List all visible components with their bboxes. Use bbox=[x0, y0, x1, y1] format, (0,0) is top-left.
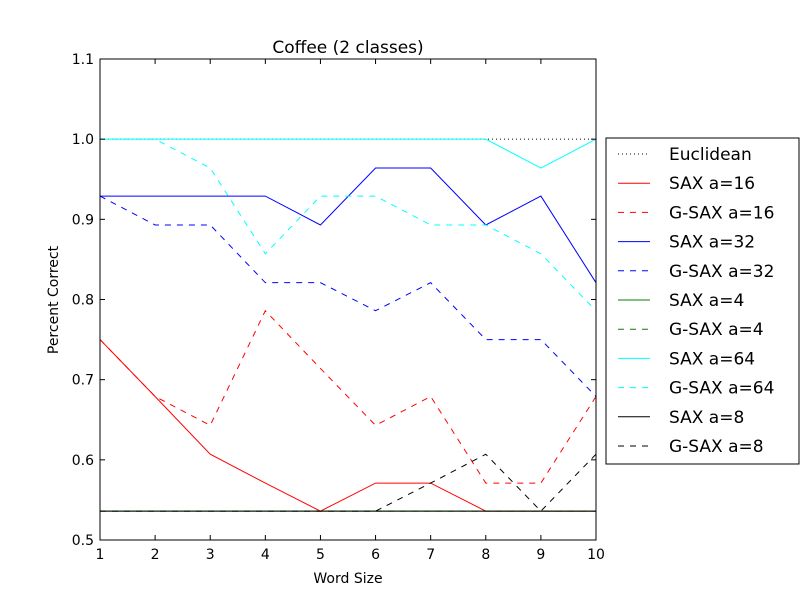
legend-label-6: G-SAX a=4 bbox=[669, 320, 764, 340]
legend-label-1: SAX a=16 bbox=[669, 174, 755, 194]
series-line-4 bbox=[99, 195, 597, 397]
plot-area: 1 2 3 4 5 6 7 8 9 10 0.5 0.6 0.7 0.8 0.9 1.0 1.1 bbox=[72, 52, 605, 563]
legend-label-0: Euclidean bbox=[669, 145, 752, 165]
legend-label-7: SAX a=64 bbox=[669, 349, 755, 369]
y-axis-label: Percent Correct bbox=[46, 245, 62, 354]
y-tick-label-1: 0.6 bbox=[72, 453, 94, 469]
series-line-8 bbox=[100, 138, 597, 312]
y-tick-label-5: 1.0 bbox=[72, 132, 94, 148]
legend-label-4: G-SAX a=32 bbox=[669, 262, 774, 282]
x-axis-label: Word Size bbox=[313, 571, 382, 587]
legend-label-3: SAX a=32 bbox=[669, 233, 755, 253]
legend-label-8: G-SAX a=64 bbox=[669, 379, 774, 399]
y-tick-label-2: 0.7 bbox=[72, 373, 94, 389]
series-line-2 bbox=[99, 309, 597, 484]
x-tick-label-5: 6 bbox=[371, 547, 380, 563]
x-tick-label-3: 4 bbox=[261, 547, 270, 563]
x-tick-label-8: 9 bbox=[536, 547, 545, 563]
x-tick-label-6: 7 bbox=[426, 547, 435, 563]
legend-frame bbox=[605, 137, 800, 465]
x-tick-label-2: 3 bbox=[206, 547, 215, 563]
y-tick-label-4: 0.9 bbox=[72, 212, 94, 228]
legend: Euclidean SAX a=16 G-SAX a=16 SAX a=32 G-SAX… bbox=[605, 137, 800, 465]
y-tick-label-6: 1.1 bbox=[72, 52, 94, 68]
chart-title: Coffee (2 classes) bbox=[272, 38, 423, 58]
series-line-7 bbox=[100, 138, 597, 169]
x-tick-label-4: 5 bbox=[316, 547, 325, 563]
y-tick-label-0: 0.5 bbox=[72, 533, 94, 549]
x-tick-label-9: 10 bbox=[587, 547, 605, 563]
x-tick-label-0: 1 bbox=[96, 547, 105, 563]
legend-label-9: SAX a=8 bbox=[669, 408, 744, 428]
legend-label-5: SAX a=4 bbox=[669, 291, 744, 311]
legend-label-10: G-SAX a=8 bbox=[669, 437, 764, 457]
legend-label-2: G-SAX a=16 bbox=[669, 203, 774, 223]
x-tick-label-1: 2 bbox=[151, 547, 160, 563]
x-tick-label-7: 8 bbox=[481, 547, 490, 563]
y-tick-label-3: 0.8 bbox=[72, 293, 94, 309]
